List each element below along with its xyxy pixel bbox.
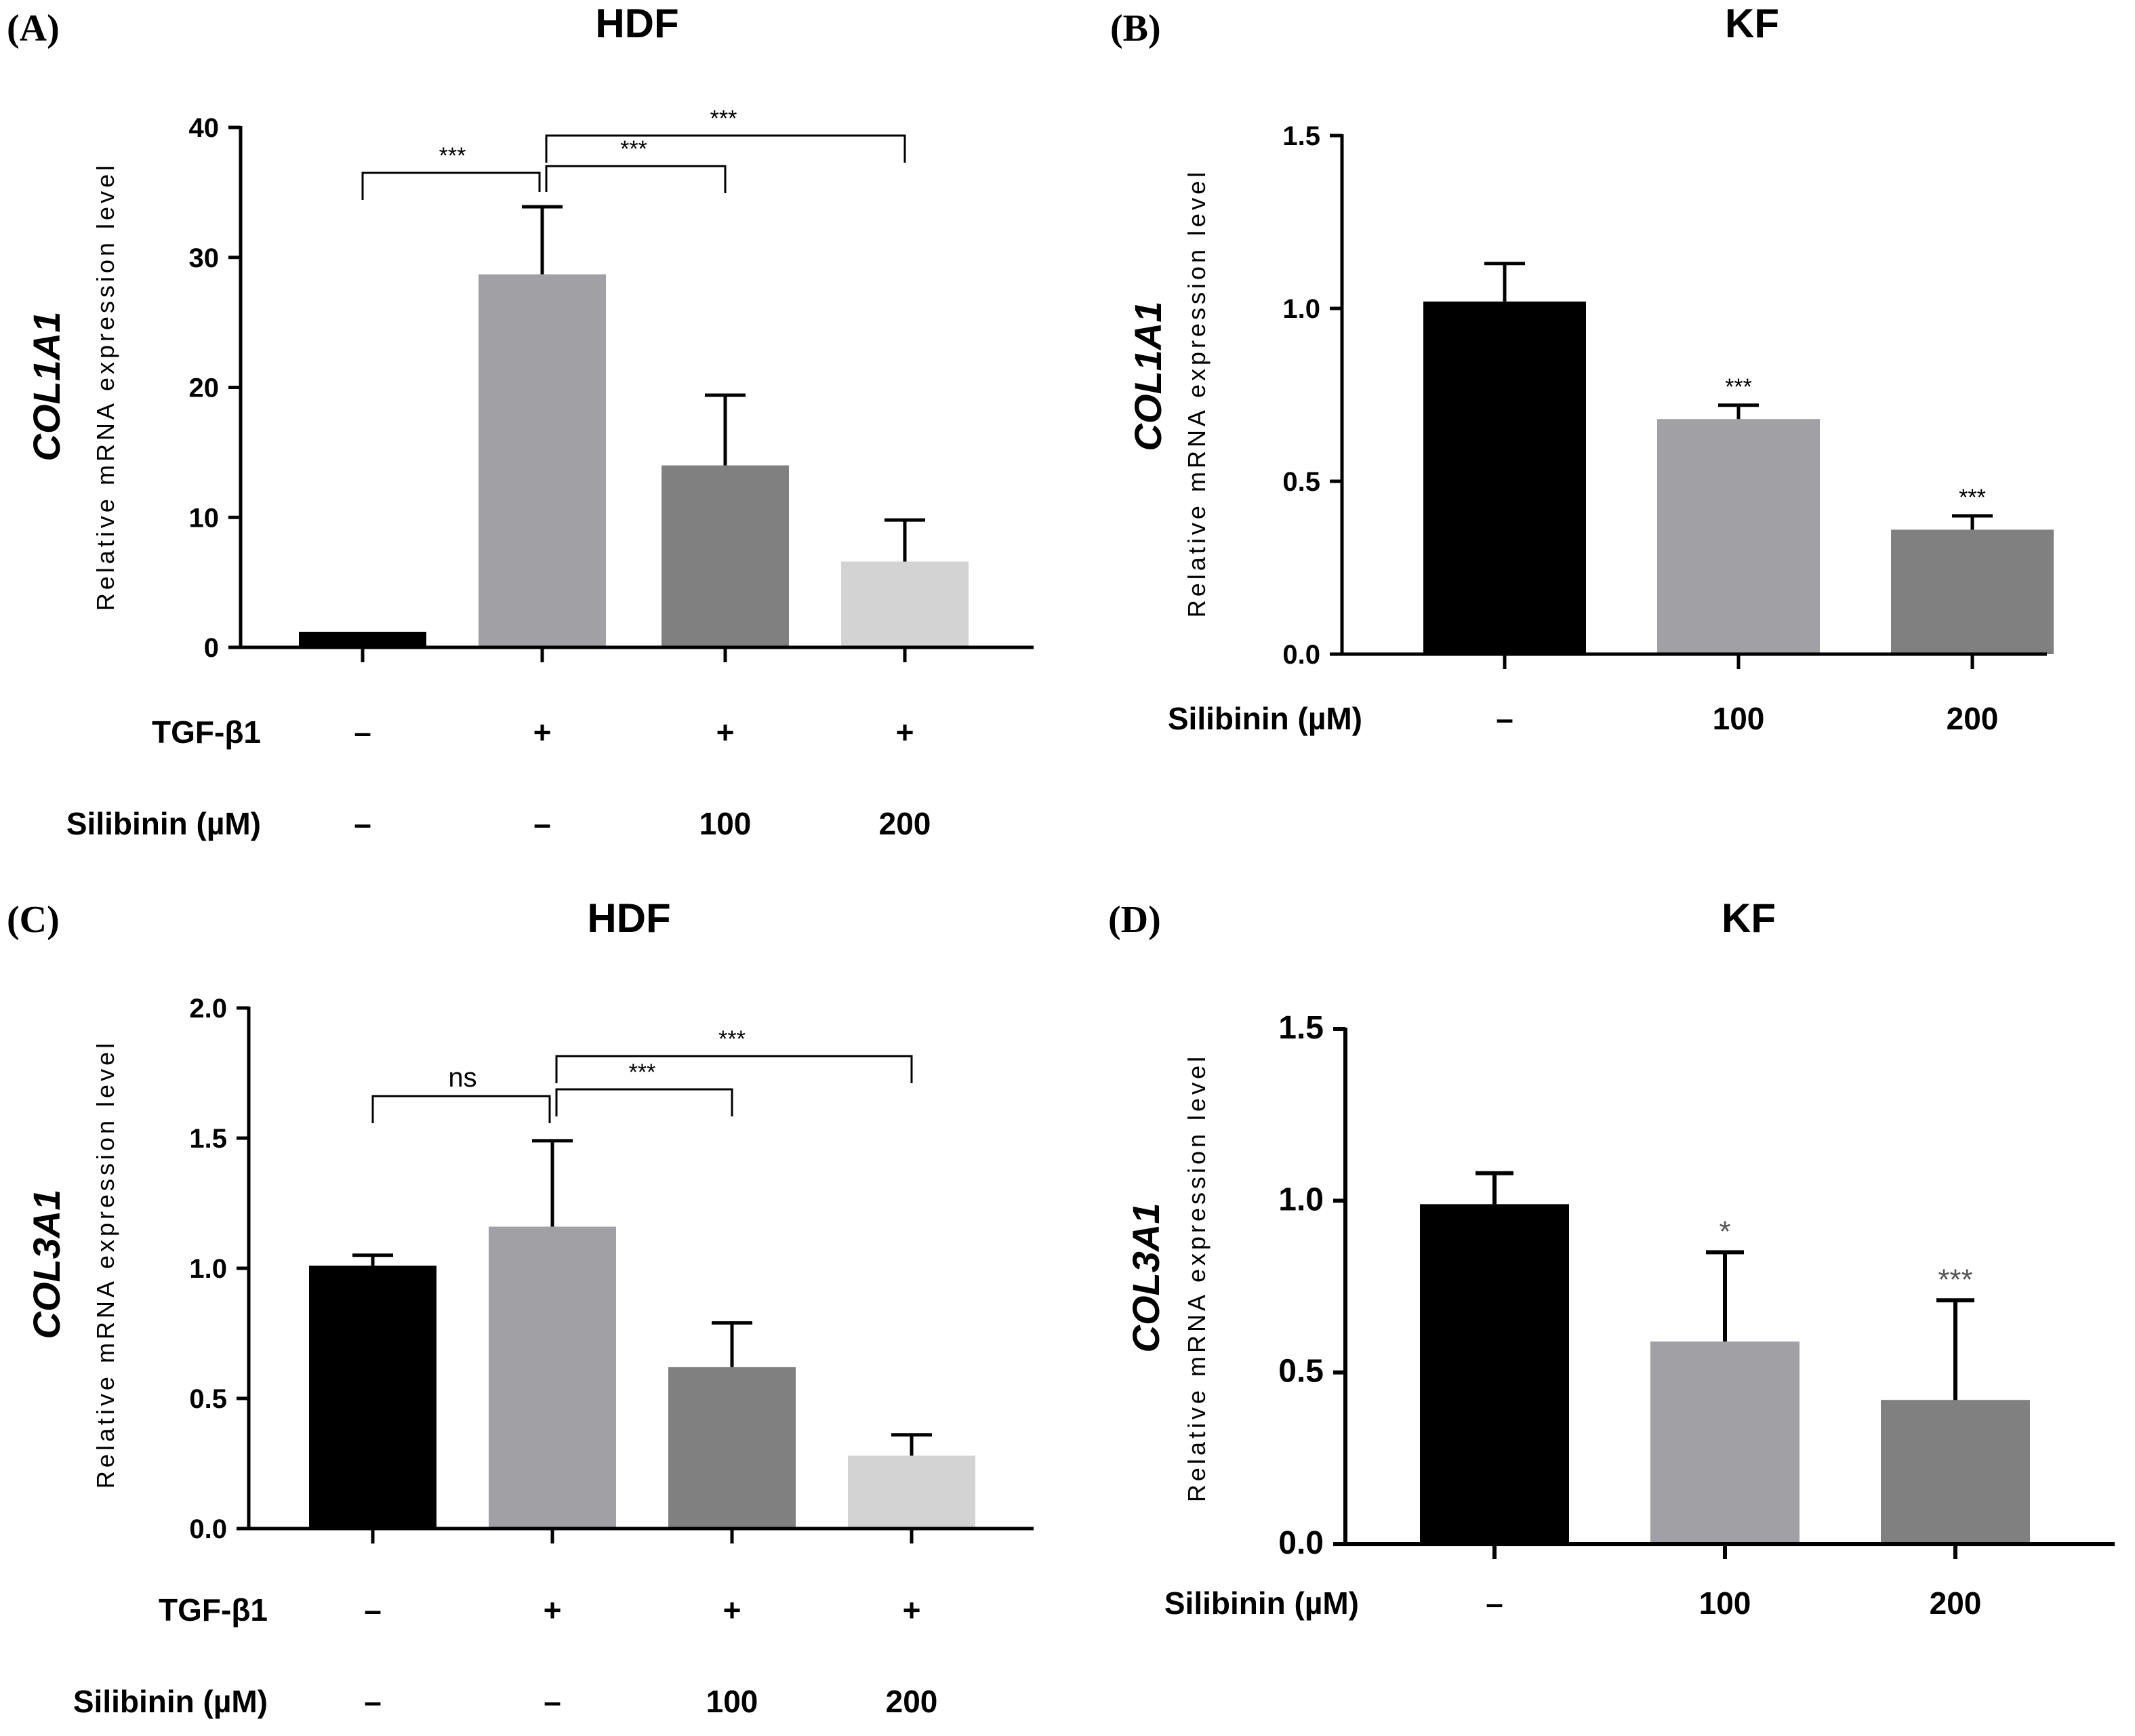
y-tick-label: 20 [189,374,220,403]
y-tick-label: 1.5 [1282,121,1320,151]
condition-value: 200 [1930,1586,1982,1621]
y-tick-label: 1.0 [189,1254,227,1284]
bar [489,1226,616,1529]
condition-value: + [716,714,735,750]
panel-label: (C) [7,899,60,941]
condition-value: 200 [886,1684,938,1719]
panel-b: (B) KF COL1A1 Relative mRNA expression leve… [1110,1,2054,736]
chart-title: KF [1725,1,1779,46]
bar [848,1455,975,1529]
y-axis-label: Relative mRNA expression level [1183,169,1211,618]
bar [841,561,969,647]
y-axis-gene-label: COL3A1 [1124,1203,1167,1353]
condition-value: – [544,1684,561,1719]
y-tick-label: 40 [189,113,220,143]
bracket-label: *** [439,143,466,169]
bar [1420,1204,1569,1544]
condition-value: – [354,806,371,841]
bracket-label: *** [718,1026,746,1052]
condition-row-label: TGF-β1 [152,714,261,750]
chart-title: KF [1722,895,1776,941]
y-tick-label: 0 [204,633,219,663]
y-tick-label: 0.0 [189,1514,227,1544]
condition-value: – [1496,701,1513,736]
condition-value: – [364,1592,382,1628]
condition-value: – [354,714,371,750]
y-axis-label: Relative mRNA expression level [92,1040,119,1489]
bar [299,631,426,647]
y-tick-label: 0.5 [189,1384,227,1414]
condition-value: + [903,1592,921,1628]
condition-value: – [1486,1586,1503,1621]
condition-value: – [364,1684,382,1719]
significance-label: *** [1938,1263,1972,1296]
y-axis-label: Relative mRNA expression level [1183,1053,1211,1502]
significance-bracket [371,1095,551,1123]
condition-value: 100 [1699,1586,1751,1621]
significance-bracket [361,171,541,200]
y-axis-gene-label: COL3A1 [25,1190,68,1339]
y-tick-label: 1.5 [1278,1010,1324,1046]
condition-value: 100 [699,806,752,841]
y-tick-label: 1.5 [189,1124,227,1154]
chart-title: HDF [595,1,678,46]
bar [668,1367,796,1529]
bar [1891,529,2054,654]
condition-row-label: Silibinin (µM) [1164,1586,1359,1621]
y-tick-label: 0.0 [1278,1525,1324,1561]
condition-row-label: Silibinin (µM) [66,806,261,841]
condition-row-label: TGF-β1 [159,1592,268,1628]
significance-label: *** [1725,374,1752,400]
bar [662,465,789,647]
panel-label: (A) [7,7,60,49]
condition-value: + [544,1592,562,1628]
significance-bracket [555,1088,733,1116]
y-tick-label: 0.5 [1278,1354,1324,1390]
bar [309,1266,436,1529]
bar [1657,419,1820,654]
condition-value: 200 [1947,701,1999,736]
panel-label: (D) [1108,899,1161,941]
significance-label: * [1719,1215,1730,1248]
condition-value: 100 [1713,701,1765,736]
y-tick-label: 1.0 [1282,294,1320,324]
panel-label: (B) [1110,7,1161,49]
y-tick-label: 30 [189,243,220,273]
significance-bracket [545,134,906,163]
condition-value: + [533,714,552,750]
condition-row-label: Silibinin (µM) [1168,701,1362,736]
significance-label: *** [1959,485,1986,510]
y-axis-gene-label: COL1A1 [1126,302,1169,451]
significance-bracket [555,1055,913,1083]
y-tick-label: 10 [189,503,220,533]
bar [479,274,606,647]
bracket-label: *** [629,1059,656,1085]
y-axis-label: Relative mRNA expression level [92,162,119,611]
condition-value: – [533,806,551,841]
condition-value: 200 [879,806,931,841]
condition-value: + [723,1592,741,1628]
bar [1650,1341,1800,1544]
y-tick-label: 0.5 [1282,467,1320,497]
bar [1881,1400,2030,1544]
significance-bracket [545,165,727,193]
condition-value: 100 [706,1684,758,1719]
panel-c: (C) HDF COL3A1 Relative mRNA expression lev… [7,895,1034,1719]
bracket-label: *** [620,136,647,162]
condition-row-label: Silibinin (µM) [73,1684,268,1719]
panel-a: (A) HDF COL1A1 Relative mRNA expression lev… [7,1,1034,841]
bracket-label: *** [710,106,737,132]
panel-d: (D) KF COL3A1 Relative mRNA expression leve… [1108,895,2115,1621]
chart-title: HDF [587,895,670,941]
y-tick-label: 2.0 [189,994,227,1024]
bar [1423,301,1586,654]
bracket-label: ns [448,1063,476,1093]
y-axis-gene-label: COL1A1 [25,312,68,462]
y-tick-label: 1.0 [1278,1182,1324,1217]
y-tick-label: 0.0 [1282,640,1320,670]
condition-value: + [896,714,914,750]
